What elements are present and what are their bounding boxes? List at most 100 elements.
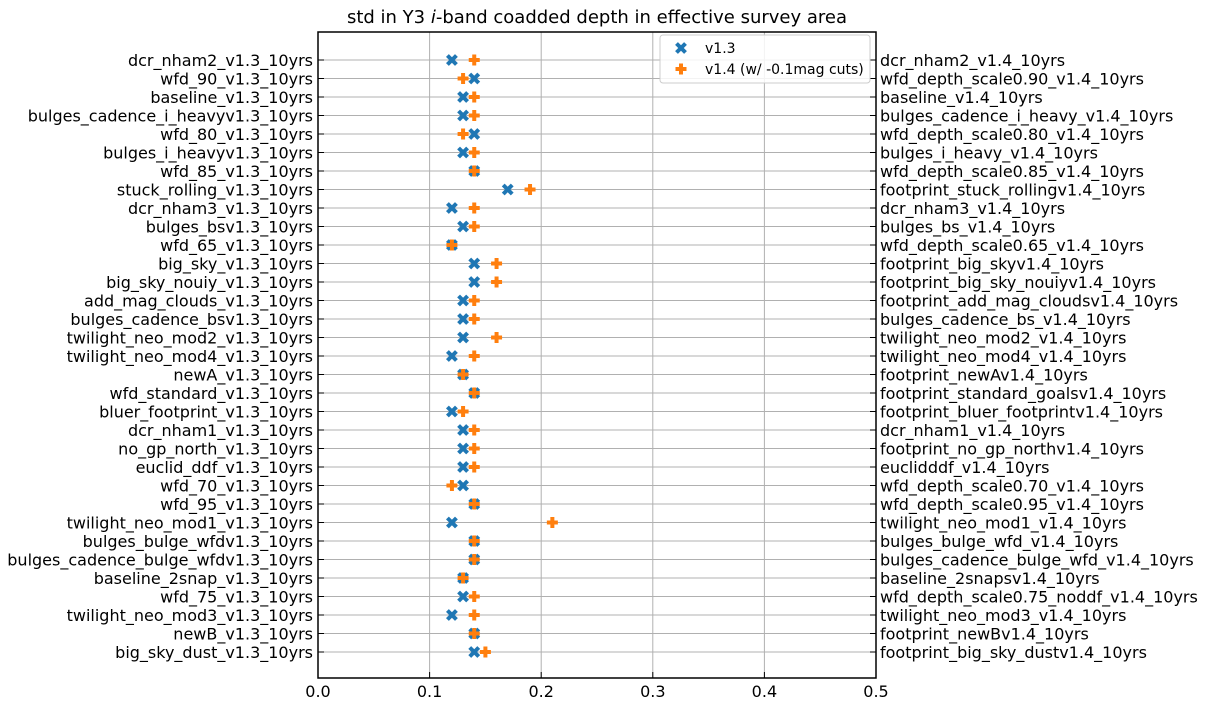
y-tick-label-right: twilight_neo_mod2_v1.4_10yrs <box>880 329 1126 349</box>
y-tick-label-right: twilight_neo_mod3_v1.4_10yrs <box>880 606 1126 626</box>
y-tick-label-right: footprint_big_sky_dustv1.4_10yrs <box>880 643 1147 663</box>
chart-title: std in Y3 i-band coadded depth in effect… <box>347 7 847 28</box>
y-tick-label-left: newA_v1.3_10yrs <box>173 366 313 386</box>
y-tick-label-right: baseline_2snapsv1.4_10yrs <box>880 569 1100 589</box>
point-v13 <box>446 609 458 621</box>
legend-marker-v13 <box>675 42 687 54</box>
y-tick-label-left: dcr_nham3_v1.3_10yrs <box>128 199 313 219</box>
x-tick-label: 0.3 <box>640 682 665 701</box>
legend-label: v1.4 (w/ -0.1mag cuts) <box>705 62 864 78</box>
point-v14 <box>457 572 469 584</box>
y-tick-label-right: wfd_depth_scale0.65_v1.4_10yrs <box>880 236 1144 256</box>
legend-box <box>659 34 871 84</box>
y-tick-label-right: euclidddf_v1.4_10yrs <box>880 458 1049 478</box>
point-v14 <box>457 128 469 140</box>
y-tick-label-right: baseline_v1.4_10yrs <box>880 88 1043 108</box>
point-v14 <box>457 406 469 417</box>
point-v14 <box>446 480 458 491</box>
y-tick-label-left: add_mag_clouds_v1.3_10yrs <box>84 292 313 312</box>
point-v13 <box>468 128 481 140</box>
point-v13 <box>468 646 481 658</box>
x-tick-label: 0.1 <box>417 682 442 701</box>
y-tick-label-left: big_sky_v1.3_10yrs <box>158 255 313 275</box>
y-tick-label-left: twilight_neo_mod2_v1.3_10yrs <box>67 329 313 349</box>
y-tick-label-left: wfd_65_v1.3_10yrs <box>160 236 313 256</box>
y-tick-label-left: wfd_80_v1.3_10yrs <box>160 125 313 145</box>
y-tick-label-left: twilight_neo_mod1_v1.3_10yrs <box>67 514 313 534</box>
point-v14 <box>491 276 503 288</box>
x-tick-label: 0.5 <box>863 682 888 701</box>
point-v13 <box>446 54 458 66</box>
y-tick-label-left: bulges_cadence_i_heavyv1.3_10yrs <box>28 107 313 127</box>
y-tick-label-left: bulges_bsv1.3_10yrs <box>146 218 313 238</box>
point-v14 <box>468 461 480 473</box>
point-v14 <box>468 387 480 399</box>
point-v14 <box>468 54 480 66</box>
point-v14 <box>468 165 480 177</box>
grid <box>317 32 877 678</box>
data-marks <box>446 54 558 658</box>
y-tick-label-right: wfd_depth_scale0.90_v1.4_10yrs <box>880 70 1144 90</box>
point-v14 <box>468 110 480 121</box>
y-tick-label-left: bluer_footprint_v1.3_10yrs <box>99 403 313 423</box>
y-tick-label-left: no_gp_north_v1.3_10yrs <box>118 440 313 460</box>
y-tick-label-left: dcr_nham1_v1.3_10yrs <box>128 421 313 441</box>
y-tick-label-left: euclid_ddf_v1.3_10yrs <box>136 458 313 478</box>
x-tick-label: 0.0 <box>305 682 330 701</box>
point-v14 <box>457 73 469 84</box>
point-v13 <box>457 479 469 492</box>
point-v13 <box>457 313 469 325</box>
point-v13 <box>457 109 469 122</box>
point-v13 <box>501 183 514 196</box>
y-tick-label-right: footprint_standard_goalsv1.4_10yrs <box>880 384 1166 404</box>
y-tick-label-left: big_sky_dust_v1.3_10yrs <box>115 643 313 663</box>
y-tick-label-left: twilight_neo_mod3_v1.3_10yrs <box>67 606 313 626</box>
y-tick-label-left: wfd_90_v1.3_10yrs <box>160 70 313 90</box>
point-v13 <box>446 202 458 214</box>
point-v14 <box>468 202 480 214</box>
point-v14 <box>468 609 480 621</box>
point-v14 <box>468 591 480 602</box>
y-tick-label-left: big_sky_nouiy_v1.3_10yrs <box>106 273 313 293</box>
y-tick-label-right: footprint_stuck_rollingv1.4_10yrs <box>880 181 1145 201</box>
y-tick-label-right: footprint_bluer_footprintv1.4_10yrs <box>880 403 1163 423</box>
point-v14 <box>468 628 480 639</box>
point-v14 <box>491 332 503 343</box>
point-v13 <box>457 331 469 344</box>
y-tick-label-right: wfd_depth_scale0.80_v1.4_10yrs <box>880 125 1144 145</box>
y-tick-label-left: wfd_standard_v1.3_10yrs <box>110 384 314 404</box>
point-v14 <box>468 350 480 362</box>
point-v13 <box>468 276 481 288</box>
point-v14 <box>468 147 480 158</box>
y-tick-label-right: wfd_depth_scale0.75_noddf_v1.4_10yrs <box>880 588 1198 608</box>
point-v14 <box>446 239 458 251</box>
plot-frame <box>317 31 877 679</box>
legend-label: v1.3 <box>705 41 736 57</box>
legend: v1.3 v1.4 (w/ -0.1mag cuts) <box>659 34 871 84</box>
point-v13 <box>457 294 469 307</box>
y-tick-label-right: bulges_bs_v1.4_10yrs <box>880 218 1055 238</box>
y-tick-label-left: bulges_cadence_bulge_wfdv1.3_10yrs <box>7 551 313 571</box>
point-v14 <box>546 517 558 528</box>
y-tick-label-right: footprint_newAv1.4_10yrs <box>880 366 1088 386</box>
point-v13 <box>468 72 481 85</box>
y-tick-label-right: bulges_cadence_bs_v1.4_10yrs <box>880 310 1131 330</box>
point-v14 <box>491 258 503 269</box>
point-v13 <box>457 146 469 159</box>
y-tick-label-left: wfd_95_v1.3_10yrs <box>160 495 313 515</box>
y-tick-label-left: wfd_70_v1.3_10yrs <box>160 477 313 497</box>
y-tick-label-right: bulges_cadence_bulge_wfd_v1.4_10yrs <box>880 551 1194 571</box>
x-tick-label: 0.4 <box>752 682 777 701</box>
y-tick-label-right: wfd_depth_scale0.95_v1.4_10yrs <box>880 495 1144 515</box>
y-tick-label-right: wfd_depth_scale0.85_v1.4_10yrs <box>880 162 1144 182</box>
y-tick-label-right: footprint_no_gp_northv1.4_10yrs <box>880 440 1144 460</box>
y-tick-label-right: dcr_nham2_v1.4_10yrs <box>880 51 1065 71</box>
y-tick-label-left: newB_v1.3_10yrs <box>173 625 313 645</box>
y-tick-label-left: baseline_2snap_v1.3_10yrs <box>94 569 313 589</box>
point-v14 <box>468 221 480 232</box>
y-tick-label-left: dcr_nham2_v1.3_10yrs <box>128 51 313 71</box>
y-tick-label-right: bulges_bulge_wfd_v1.4_10yrs <box>880 532 1118 552</box>
point-v14 <box>479 646 491 658</box>
